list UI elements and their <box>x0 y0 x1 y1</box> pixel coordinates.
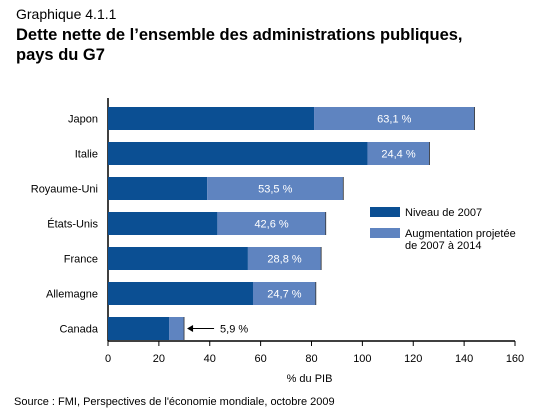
x-tick-label: 160 <box>506 353 524 365</box>
bar-niveau-2007 <box>108 282 253 305</box>
bar-niveau-2007 <box>108 107 315 130</box>
x-tick-label: 20 <box>153 353 165 365</box>
x-tick-label: 120 <box>404 353 422 365</box>
x-tick-label: 100 <box>353 353 371 365</box>
annotation-arrowhead <box>187 325 194 332</box>
x-tick-label: 40 <box>204 353 216 365</box>
x-tick-label: 0 <box>105 353 111 365</box>
x-tick-label: 60 <box>255 353 267 365</box>
data-label: 28,8 % <box>267 254 301 266</box>
legend-swatch-niveau-2007 <box>370 207 400 217</box>
chart-title-line-1: Dette nette de l’ensemble des administra… <box>16 26 463 44</box>
data-label: 24,7 % <box>267 289 301 301</box>
category-label: Allemagne <box>46 289 98 301</box>
chart-title: Dette nette de l’ensemble des administra… <box>16 25 546 65</box>
chart-supertitle: Graphique 4.1.1 <box>16 6 117 22</box>
data-label: 42,6 % <box>254 219 288 231</box>
legend-label: de 2007 à 2014 <box>405 240 481 252</box>
legend-label: Niveau de 2007 <box>405 207 482 219</box>
category-label: Japon <box>68 114 98 126</box>
bar-augmentation-projetee <box>217 212 326 235</box>
category-label: États-Unis <box>47 218 98 231</box>
data-label: 53,5 % <box>258 184 292 196</box>
data-label: 24,4 % <box>381 149 415 161</box>
source-note: Source : FMI, Perspectives de l'économie… <box>14 396 335 408</box>
x-tick-label: 80 <box>305 353 317 365</box>
bar-niveau-2007 <box>108 212 218 235</box>
bar-augmentation-projetee <box>169 317 185 340</box>
bar-niveau-2007 <box>108 247 248 270</box>
x-tick-label: 140 <box>455 353 473 365</box>
chart-title-line-2: pays du G7 <box>16 46 105 64</box>
bar-augmentation-projetee <box>367 142 430 165</box>
bar-augmentation-projetee <box>314 107 475 130</box>
category-label: France <box>64 254 98 266</box>
legend-swatch-augmentation <box>370 228 400 238</box>
category-label: Italie <box>75 149 98 161</box>
bar-augmentation-projetee <box>252 282 316 305</box>
data-label: 63,1 % <box>377 114 411 126</box>
annotation-label: 5,9 % <box>220 324 248 336</box>
bar-niveau-2007 <box>108 142 368 165</box>
bar-augmentation-projetee <box>247 247 322 270</box>
legend-label: Augmentation projetée <box>405 228 516 240</box>
bar-augmentation-projetee <box>207 177 344 200</box>
category-label: Royaume-Uni <box>31 184 98 196</box>
bar-niveau-2007 <box>108 177 208 200</box>
x-axis-label: % du PIB <box>287 373 333 385</box>
bar-niveau-2007 <box>108 317 170 340</box>
category-label: Canada <box>59 324 98 336</box>
